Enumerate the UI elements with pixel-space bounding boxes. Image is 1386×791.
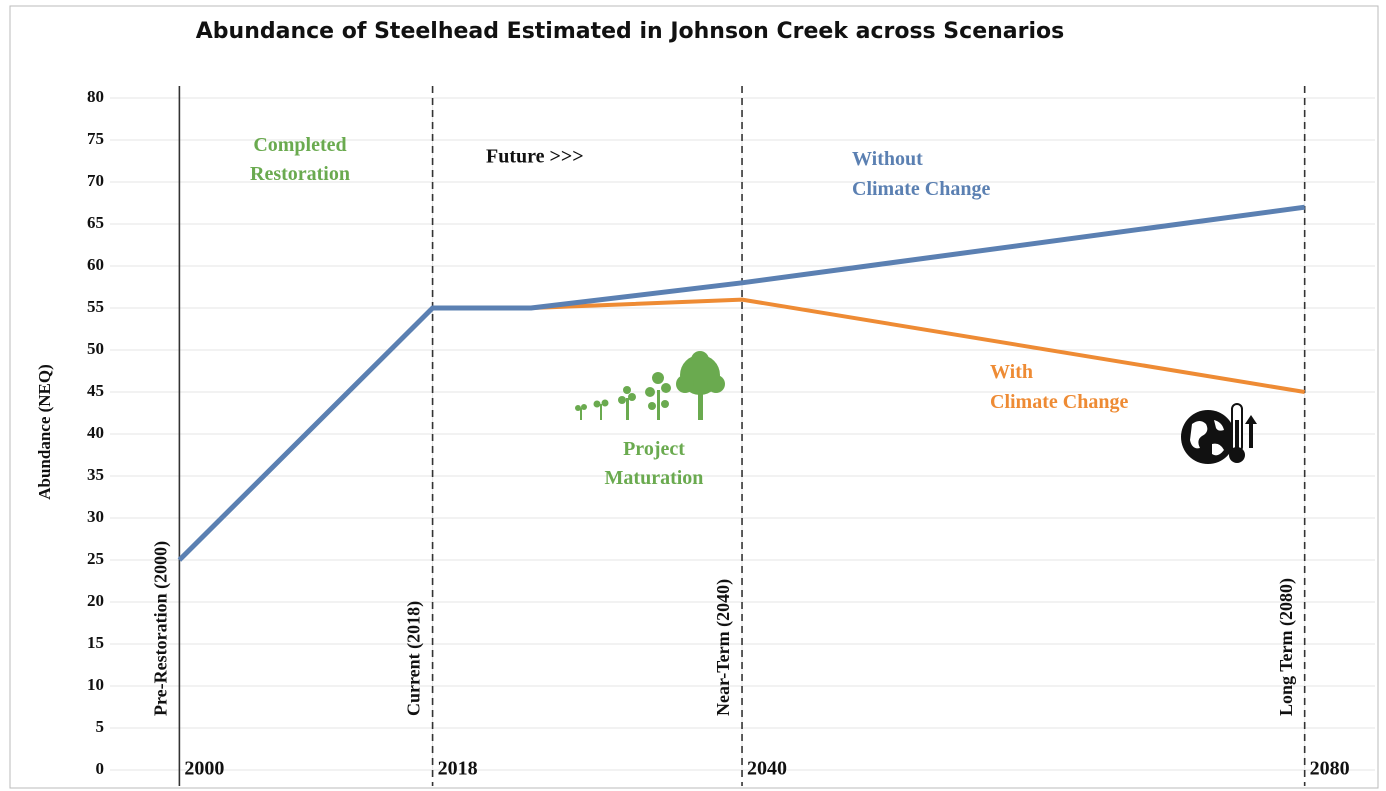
y-tick-label: 60: [87, 255, 104, 274]
chart-title: Abundance of Steelhead Estimated in John…: [196, 19, 1064, 44]
y-tick-label: 55: [87, 297, 104, 316]
frame: [9, 5, 1379, 789]
y-tick-label: 15: [87, 633, 104, 652]
series-line: [177, 204, 1306, 562]
series-label: With Climate Change: [990, 361, 1128, 413]
y-tick-label: 30: [87, 507, 104, 526]
plot: Pre-Restoration (2000) Current (2018) Near…: [151, 86, 1306, 786]
climate-icon: [1181, 403, 1257, 464]
y-tick-label: 75: [87, 129, 104, 148]
annotation: Completed Restoration: [250, 134, 350, 185]
series-line: [530, 297, 1305, 394]
reference-label: Near-Term (2040): [713, 579, 734, 716]
y-tick-label: 50: [87, 339, 104, 358]
x-tick-label: 2040: [747, 758, 787, 780]
y-tick-label: 40: [87, 423, 104, 442]
reference-label: Long Term (2080): [1276, 578, 1297, 716]
series-label: Without Climate Change: [852, 148, 990, 200]
y-tick-label: 10: [87, 675, 104, 694]
y-tick-label: 0: [96, 759, 105, 778]
annotation: Project Maturation: [605, 438, 704, 489]
reference-label: Current (2018): [404, 601, 425, 716]
annotation: Future >>>: [486, 146, 584, 168]
tree-icons: [575, 351, 725, 420]
x-tick-label: 2000: [184, 758, 224, 780]
y-tick-label: 70: [87, 171, 104, 190]
reference-label: Pre-Restoration (2000): [151, 541, 172, 716]
y-tick-label: 35: [87, 465, 104, 484]
y-axis-label: Abundance (NEQ): [35, 364, 54, 500]
x-tick-label: 2080: [1310, 758, 1350, 780]
y-tick-label: 5: [96, 717, 105, 736]
y-tick-label: 65: [87, 213, 104, 232]
y-tick-label: 20: [87, 591, 104, 610]
x-tick-label: 2018: [438, 758, 478, 780]
y-tick-label: 80: [87, 87, 104, 106]
y-tick-label: 45: [87, 381, 104, 400]
y-tick-label: 25: [87, 549, 104, 568]
